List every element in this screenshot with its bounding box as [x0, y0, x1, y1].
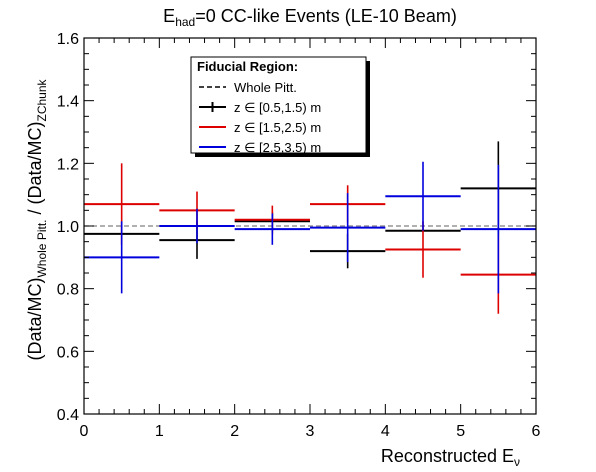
y-tick-label: 1.6: [57, 31, 79, 48]
legend-swatch-z1: [199, 102, 226, 112]
y-tick-label: 0.6: [57, 344, 79, 361]
x-tick-label: 2: [230, 423, 239, 440]
x-tick-label: 6: [532, 423, 541, 440]
chart-title: Ehad=0 CC-like Events (LE-10 Beam): [163, 6, 457, 29]
y-tick-label: 1.0: [57, 219, 79, 236]
x-tick-label: 0: [80, 423, 89, 440]
legend-box: [190, 56, 367, 154]
series-3: [84, 161, 536, 294]
axes-layer: 0 1 2 3 4 5 6 0.4 0.6 0.8 1.0 1.2 1.4 1.6: [57, 31, 541, 440]
y-tick-label: 1.4: [57, 94, 79, 111]
x-tick-label: 1: [155, 423, 164, 440]
series-2: [84, 163, 536, 314]
legend-label-whole: Whole Pitt.: [234, 80, 297, 95]
x-tick-label: 3: [306, 423, 315, 440]
x-tick-label: 4: [381, 423, 390, 440]
legend-label-z3: z ∈ [2.5,3.5) m: [234, 140, 321, 155]
y-tick-label: 1.2: [57, 156, 79, 173]
x-tick-label: 5: [456, 423, 465, 440]
legend-label-z1: z ∈ [0.5,1.5) m: [234, 100, 321, 115]
y-tick-label: 0.4: [57, 407, 79, 424]
legend-title: Fiducial Region:: [197, 59, 298, 74]
y-tick-label: 0.8: [57, 282, 79, 299]
legend: Fiducial Region: Whole Pitt. z ∈ [0.5,1.…: [190, 56, 370, 157]
y-axis-label: (Data/MC)Whole Pitt. / (Data/MC)ZChunk: [25, 78, 49, 360]
x-axis-label: Reconstructed Eν: [381, 446, 520, 469]
legend-label-z2: z ∈ [1.5,2.5) m: [234, 120, 321, 135]
data-layer: [84, 141, 536, 314]
